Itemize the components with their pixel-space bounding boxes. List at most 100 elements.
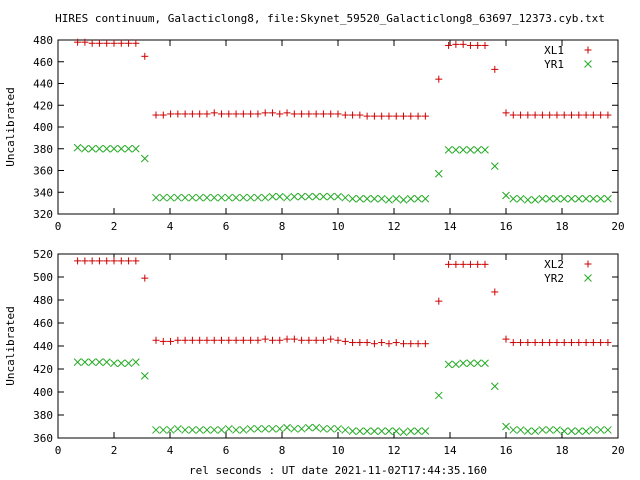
data-point <box>490 382 499 391</box>
marker-stroke <box>102 358 111 366</box>
data-point <box>400 340 408 348</box>
data-point <box>173 193 182 202</box>
marker-stroke <box>466 359 475 368</box>
marker-stroke <box>538 194 547 203</box>
y-tick-label: 440 <box>33 340 53 353</box>
data-point <box>88 257 96 265</box>
data-point <box>167 337 175 345</box>
data-point <box>378 339 386 347</box>
marker-stroke <box>181 193 189 202</box>
y-tick-label: 340 <box>33 186 53 199</box>
data-point <box>421 340 429 348</box>
data-point <box>326 192 335 201</box>
marker-stroke <box>604 426 612 434</box>
marker-stroke <box>545 426 554 434</box>
data-point <box>589 426 598 434</box>
data-point <box>181 336 189 344</box>
marker-stroke <box>421 427 430 435</box>
marker-stroke <box>377 427 386 435</box>
data-point <box>596 194 605 203</box>
data-point <box>166 193 175 202</box>
data-point <box>140 372 149 380</box>
marker-stroke <box>516 194 525 203</box>
data-point <box>275 192 284 201</box>
data-point <box>452 260 460 268</box>
marker-stroke <box>297 192 306 201</box>
data-point <box>509 194 518 203</box>
marker-stroke <box>166 193 175 202</box>
data-point <box>305 110 313 118</box>
y-tick-label: 480 <box>33 294 53 307</box>
plot-frame <box>57 39 619 215</box>
y-tick-label: 480 <box>33 34 53 47</box>
x-tick-label: 14 <box>443 444 457 457</box>
data-point <box>370 340 378 348</box>
data-point <box>560 427 569 435</box>
data-point <box>385 340 393 348</box>
x-tick-label: 10 <box>331 220 344 233</box>
marker-stroke <box>466 145 475 154</box>
data-point <box>604 111 612 119</box>
marker-stroke <box>173 193 182 202</box>
upper-panel: 0 2 4 6 8 10 12 14 16 18 20 320 340 360 380 400 420 440 46… <box>4 34 625 233</box>
data-point <box>538 194 547 203</box>
data-point <box>363 427 371 435</box>
data-point <box>159 193 168 202</box>
marker-stroke <box>523 427 532 435</box>
data-point <box>370 427 379 435</box>
data-point <box>459 40 467 48</box>
marker-stroke <box>88 144 97 153</box>
marker-stroke <box>582 194 590 203</box>
marker-stroke <box>399 196 408 204</box>
marker-stroke <box>392 427 401 435</box>
data-point <box>502 109 510 117</box>
lower-panel: 0 2 4 6 8 10 12 14 16 18 20 360 380 400 420 440 460 480 50… <box>4 248 625 457</box>
marker-stroke <box>574 194 583 203</box>
x-tick-label: 8 <box>279 444 286 457</box>
marker-stroke <box>370 194 379 203</box>
marker-stroke <box>110 144 118 153</box>
data-point <box>124 144 133 153</box>
marker-stroke <box>414 194 422 203</box>
data-point <box>268 192 277 201</box>
data-point <box>117 144 126 153</box>
x-tick-label: 20 <box>611 220 624 233</box>
data-point <box>516 194 525 203</box>
data-point <box>604 339 612 347</box>
data-point <box>568 111 576 119</box>
x-tick-label: 4 <box>167 220 174 233</box>
data-point <box>131 358 140 366</box>
x-tick-label: 12 <box>387 220 400 233</box>
data-point <box>531 427 539 435</box>
data-point <box>117 257 125 265</box>
marker-stroke <box>473 145 482 154</box>
marker-stroke <box>434 169 443 178</box>
x-tick-label: 0 <box>55 220 62 233</box>
data-point <box>459 145 468 154</box>
data-point <box>159 426 168 434</box>
x-tick-label: 4 <box>167 444 174 457</box>
marker-stroke <box>385 427 393 435</box>
data-point <box>377 194 386 203</box>
data-point <box>203 193 211 202</box>
data-point <box>125 257 133 265</box>
data-point <box>560 194 569 203</box>
marker-stroke <box>283 423 291 432</box>
data-point <box>546 111 554 119</box>
data-point <box>452 145 460 154</box>
data-point <box>466 359 475 368</box>
data-point <box>218 336 226 344</box>
marker-stroke <box>363 427 371 435</box>
data-point <box>297 192 306 201</box>
x-tick-label: 6 <box>223 444 230 457</box>
data-point <box>74 257 82 265</box>
marker-stroke <box>152 193 160 202</box>
data-point <box>560 339 568 347</box>
marker-stroke <box>232 426 240 434</box>
legend-marker <box>584 260 592 268</box>
data-point <box>406 194 415 203</box>
marker-stroke <box>385 196 393 204</box>
data-point <box>81 257 89 265</box>
data-point <box>110 359 118 368</box>
data-point <box>188 336 196 344</box>
